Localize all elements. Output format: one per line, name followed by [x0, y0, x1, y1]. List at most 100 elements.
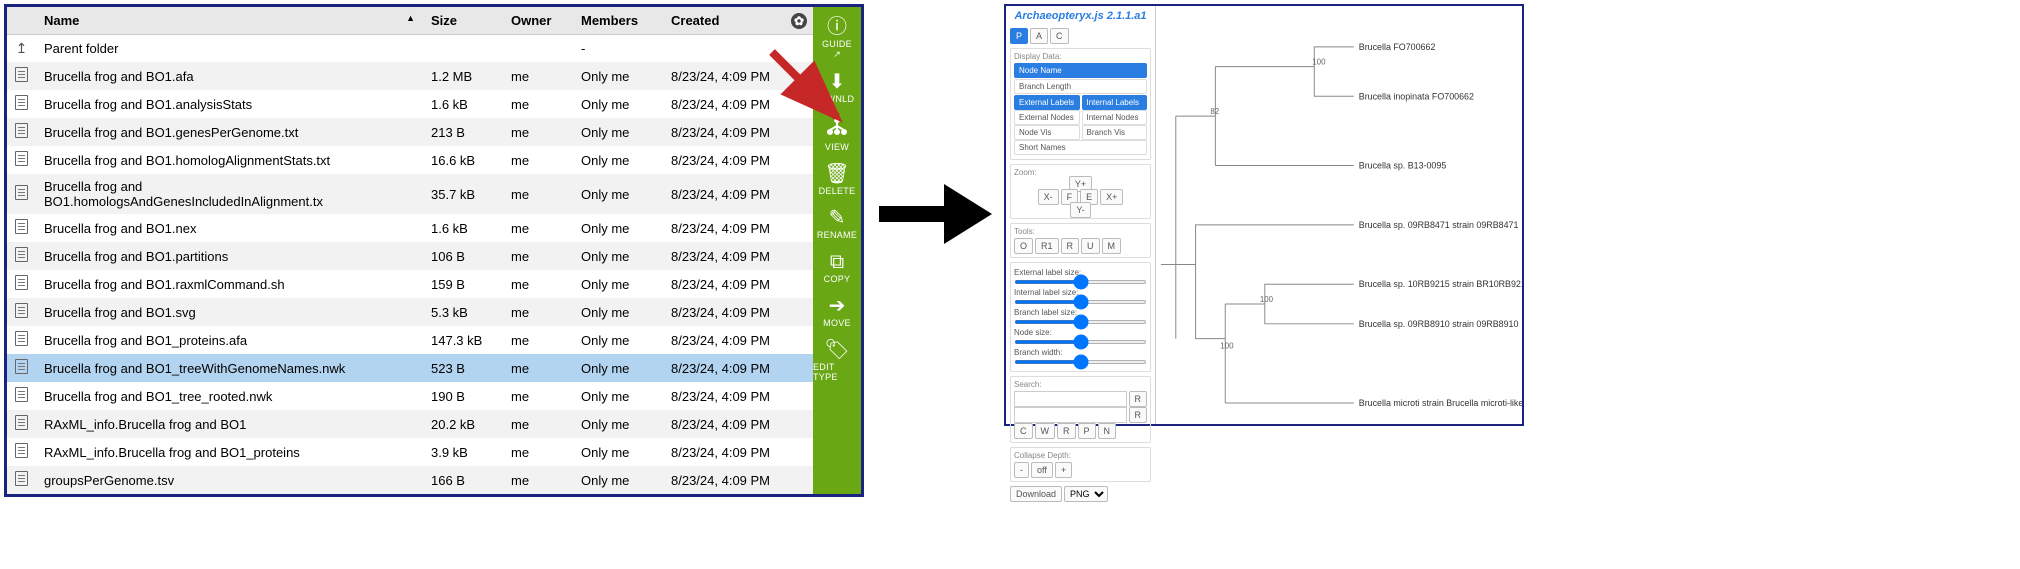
- file-size: 190 B: [423, 382, 503, 410]
- document-icon: [15, 95, 28, 110]
- tool-r1[interactable]: R1: [1035, 238, 1059, 254]
- search-p[interactable]: P: [1078, 423, 1096, 439]
- document-icon: [15, 247, 28, 262]
- file-table: Name▲ Size Owner Members Created✿ Parent…: [7, 7, 813, 494]
- table-row[interactable]: RAxML_info.Brucella frog and BO120.2 kBm…: [7, 410, 813, 438]
- view-button[interactable]: VIEW: [813, 110, 861, 158]
- file-browser-panel: Name▲ Size Owner Members Created✿ Parent…: [4, 4, 864, 497]
- edit-type-button[interactable]: 🏷EDIT TYPE: [813, 334, 861, 388]
- opt-int-nodes[interactable]: Internal Nodes: [1082, 110, 1148, 125]
- file-created: 8/23/24, 4:09 PM: [663, 174, 813, 214]
- search-input-1[interactable]: [1014, 391, 1127, 407]
- download-button[interactable]: ⬇DWNLD: [813, 66, 861, 110]
- branch-label-slider[interactable]: [1014, 320, 1147, 324]
- col-name[interactable]: Name▲: [36, 7, 423, 35]
- taxon-label: Brucella microti strain Brucella microti…: [1359, 398, 1522, 408]
- opt-ext-labels[interactable]: External Labels: [1014, 95, 1080, 110]
- document-icon: [15, 443, 28, 458]
- tool-u[interactable]: U: [1081, 238, 1100, 254]
- file-owner: me: [503, 270, 573, 298]
- col-members[interactable]: Members: [573, 7, 663, 35]
- collapse-label: Collapse Depth:: [1014, 451, 1147, 460]
- file-created: 8/23/24, 4:09 PM: [663, 118, 813, 146]
- mode-p-button[interactable]: P: [1010, 28, 1028, 44]
- file-created: 8/23/24, 4:09 PM: [663, 410, 813, 438]
- tree-viewer-panel: Archaeopteryx.js 2.1.1.a1 P A C Display …: [1004, 4, 1524, 426]
- up-arrow-icon: [16, 41, 28, 56]
- col-owner[interactable]: Owner: [503, 7, 573, 35]
- search-r1[interactable]: R: [1129, 391, 1148, 407]
- collapse-minus[interactable]: -: [1014, 462, 1029, 478]
- zoom-y-minus[interactable]: Y-: [1070, 202, 1090, 218]
- file-owner: me: [503, 410, 573, 438]
- node-size-slider[interactable]: [1014, 340, 1147, 344]
- table-row[interactable]: Brucella frog and BO1.homologsAndGenesIn…: [7, 174, 813, 214]
- file-size: 166 B: [423, 466, 503, 494]
- file-name: groupsPerGenome.tsv: [36, 466, 423, 494]
- taxon-label: Brucella sp. 09RB8471 strain 09RB8471: [1359, 220, 1519, 230]
- file-owner: me: [503, 90, 573, 118]
- tool-o[interactable]: O: [1014, 238, 1033, 254]
- opt-ext-nodes[interactable]: External Nodes: [1014, 110, 1080, 125]
- guide-button[interactable]: ⓘGUIDE↗: [813, 11, 861, 66]
- file-name: Brucella frog and BO1.raxmlCommand.sh: [36, 270, 423, 298]
- format-select[interactable]: PNG: [1064, 486, 1108, 502]
- opt-int-labels[interactable]: Internal Labels: [1082, 95, 1148, 110]
- search-input-2[interactable]: [1014, 407, 1127, 423]
- search-r2[interactable]: R: [1129, 407, 1148, 423]
- search-n[interactable]: N: [1098, 423, 1117, 439]
- table-row[interactable]: Brucella frog and BO1.svg5.3 kBmeOnly me…: [7, 298, 813, 326]
- tool-m[interactable]: M: [1102, 238, 1122, 254]
- delete-button[interactable]: 🗑DELETE: [813, 158, 861, 202]
- opt-node-name[interactable]: Node Name: [1014, 63, 1147, 78]
- move-button[interactable]: ➔MOVE: [813, 290, 861, 334]
- tool-r[interactable]: R: [1061, 238, 1080, 254]
- collapse-plus[interactable]: +: [1055, 462, 1072, 478]
- ext-label-slider[interactable]: [1014, 280, 1147, 284]
- support-100a: 100: [1312, 58, 1326, 67]
- table-row[interactable]: Brucella frog and BO1_treeWithGenomeName…: [7, 354, 813, 382]
- download-tree-button[interactable]: Download: [1010, 486, 1062, 502]
- copy-button[interactable]: ⧉COPY: [813, 246, 861, 290]
- tree-canvas[interactable]: 100 82 100 100 Brucella FO700662 Brucell…: [1156, 6, 1522, 424]
- table-row[interactable]: Brucella frog and BO1.homologAlignmentSt…: [7, 146, 813, 174]
- opt-branch-vis[interactable]: Branch Vis: [1082, 125, 1148, 140]
- file-size: 147.3 kB: [423, 326, 503, 354]
- table-row[interactable]: Brucella frog and BO1.nex1.6 kBmeOnly me…: [7, 214, 813, 242]
- table-row[interactable]: groupsPerGenome.tsv166 BmeOnly me8/23/24…: [7, 466, 813, 494]
- col-size[interactable]: Size: [423, 7, 503, 35]
- file-created: 8/23/24, 4:09 PM: [663, 466, 813, 494]
- int-label-slider[interactable]: [1014, 300, 1147, 304]
- table-row[interactable]: Brucella frog and BO1_tree_rooted.nwk190…: [7, 382, 813, 410]
- file-members: Only me: [573, 62, 663, 90]
- zoom-x-minus[interactable]: X-: [1038, 189, 1059, 205]
- table-row[interactable]: Brucella frog and BO1_proteins.afa147.3 …: [7, 326, 813, 354]
- branch-width-slider[interactable]: [1014, 360, 1147, 364]
- collapse-section: Collapse Depth: - off +: [1010, 447, 1151, 482]
- settings-gear-icon[interactable]: ✿: [791, 13, 807, 29]
- search-w[interactable]: W: [1035, 423, 1056, 439]
- mode-c-button[interactable]: C: [1050, 28, 1069, 44]
- search-rr[interactable]: R: [1057, 423, 1076, 439]
- opt-branch-length[interactable]: Branch Length: [1014, 79, 1147, 94]
- col-created[interactable]: Created✿: [663, 7, 813, 35]
- rename-button[interactable]: ✎RENAME: [813, 202, 861, 246]
- opt-short-names[interactable]: Short Names: [1014, 140, 1147, 155]
- parent-folder-row[interactable]: Parent folder -: [7, 35, 813, 63]
- opt-node-vis[interactable]: Node Vis: [1014, 125, 1080, 140]
- table-row[interactable]: Brucella frog and BO1.analysisStats1.6 k…: [7, 90, 813, 118]
- zoom-x-plus[interactable]: X+: [1100, 189, 1123, 205]
- mode-a-button[interactable]: A: [1030, 28, 1048, 44]
- table-row[interactable]: RAxML_info.Brucella frog and BO1_protein…: [7, 438, 813, 466]
- tools-label: Tools:: [1014, 227, 1147, 236]
- table-row[interactable]: Brucella frog and BO1.genesPerGenome.txt…: [7, 118, 813, 146]
- arrow-right-icon: ➔: [829, 296, 846, 316]
- file-created: 8/23/24, 4:09 PM: [663, 438, 813, 466]
- file-created: 8/23/24, 4:09 PM: [663, 326, 813, 354]
- search-c[interactable]: C: [1014, 423, 1033, 439]
- taxon-label: Brucella FO700662: [1359, 42, 1436, 52]
- table-row[interactable]: Brucella frog and BO1.partitions106 BmeO…: [7, 242, 813, 270]
- table-row[interactable]: Brucella frog and BO1.afa1.2 MBmeOnly me…: [7, 62, 813, 90]
- collapse-off[interactable]: off: [1031, 462, 1053, 478]
- table-row[interactable]: Brucella frog and BO1.raxmlCommand.sh159…: [7, 270, 813, 298]
